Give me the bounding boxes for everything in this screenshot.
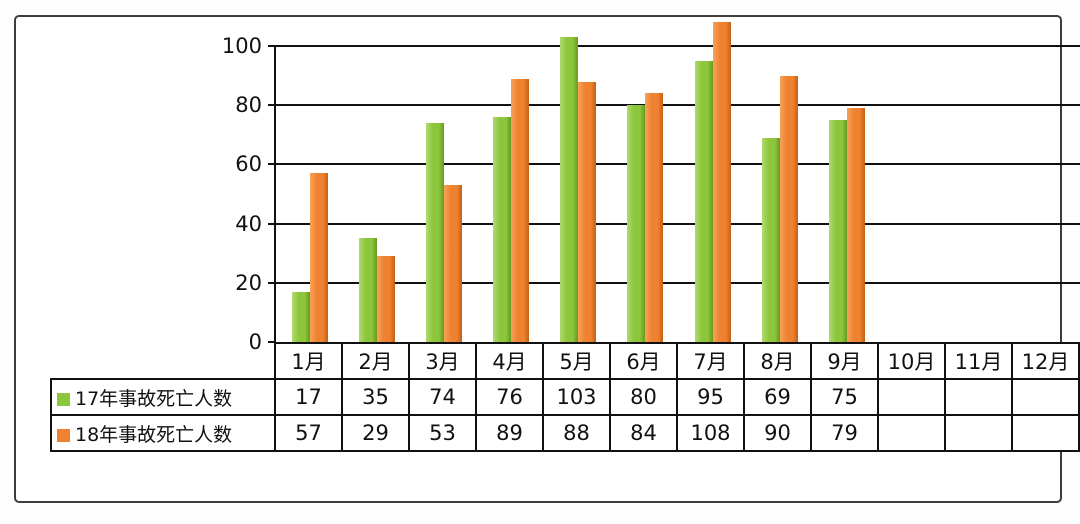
bar-series1-1月 bbox=[291, 291, 310, 342]
value-cell: 35 bbox=[341, 378, 410, 416]
bar-series1-9月 bbox=[828, 120, 847, 342]
value-cell: 75 bbox=[810, 378, 879, 416]
month-header-row: 1月 2月 3月 4月 5月 6月 7月 8月 9月 10月 11月 12月 bbox=[51, 342, 1080, 380]
value-cell: 95 bbox=[676, 378, 745, 416]
value-cell: 57 bbox=[274, 414, 343, 452]
value-cell: 80 bbox=[609, 378, 678, 416]
month-cell: 7月 bbox=[676, 342, 745, 380]
y-axis-tick bbox=[268, 222, 276, 225]
bar-series2-9月 bbox=[846, 108, 865, 342]
chart-card: 0 20 40 60 80 100 1月 2月 3月 4月 5月 6月 7月 8月 9月 10月 11月 12月… bbox=[14, 15, 1080, 503]
data-table: 1月 2月 3月 4月 5月 6月 7月 8月 9月 10月 11月 12月 17年事故死亡人数 17 35… bbox=[50, 342, 1080, 452]
value-cell: 79 bbox=[810, 414, 879, 452]
month-cell: 9月 bbox=[810, 342, 879, 380]
bar-series2-3月 bbox=[443, 185, 462, 342]
value-cell bbox=[944, 378, 1013, 416]
value-cell: 90 bbox=[743, 414, 812, 452]
value-cell bbox=[944, 414, 1013, 452]
plot-area: 0 20 40 60 80 100 bbox=[222, 22, 1080, 354]
y-axis-tick bbox=[268, 341, 276, 343]
bar-series2-7月 bbox=[712, 22, 731, 342]
bar-series1-5月 bbox=[560, 37, 579, 342]
y-axis-tick bbox=[268, 281, 276, 284]
legend-swatch-series1 bbox=[57, 392, 70, 406]
gridline bbox=[276, 163, 1080, 166]
gridline bbox=[276, 222, 1080, 225]
value-cell: 103 bbox=[542, 378, 611, 416]
series-row: 18年事故死亡人数 57 29 53 89 88 84 108 90 79 bbox=[50, 414, 1080, 452]
month-cell: 10月 bbox=[877, 342, 946, 380]
gridline bbox=[276, 45, 1080, 47]
value-cell bbox=[1011, 378, 1080, 416]
series-name: 18年事故死亡人数 bbox=[75, 423, 233, 446]
value-cell bbox=[1011, 414, 1080, 452]
legend-swatch-series2 bbox=[57, 428, 70, 442]
value-cell: 108 bbox=[676, 414, 745, 452]
y-axis-label: 80 bbox=[235, 93, 262, 118]
value-cell: 89 bbox=[475, 414, 544, 452]
y-axis-tick bbox=[268, 45, 276, 47]
value-cell: 88 bbox=[542, 414, 611, 452]
value-cell: 76 bbox=[475, 378, 544, 416]
bar-series2-8月 bbox=[779, 75, 798, 342]
month-cell: 11月 bbox=[944, 342, 1013, 380]
series-name: 17年事故死亡人数 bbox=[75, 387, 233, 410]
y-axis-tick bbox=[268, 163, 276, 166]
bar-series2-4月 bbox=[511, 78, 530, 342]
bar-series2-5月 bbox=[578, 81, 597, 342]
bar-series1-8月 bbox=[761, 137, 780, 342]
month-cell: 3月 bbox=[408, 342, 477, 380]
month-cell: 4月 bbox=[475, 342, 544, 380]
gridline bbox=[276, 104, 1080, 107]
bar-series2-2月 bbox=[376, 256, 395, 342]
value-cell: 69 bbox=[743, 378, 812, 416]
value-cell: 84 bbox=[609, 414, 678, 452]
month-cell: 1月 bbox=[274, 342, 343, 380]
value-cell bbox=[877, 414, 946, 452]
month-cell: 6月 bbox=[609, 342, 678, 380]
y-axis-label: 100 bbox=[221, 34, 262, 58]
value-cell: 17 bbox=[274, 378, 343, 416]
value-cell: 29 bbox=[341, 414, 410, 452]
series-label-cell: 18年事故死亡人数 bbox=[50, 414, 276, 452]
y-axis-label: 40 bbox=[235, 211, 262, 236]
value-cell: 53 bbox=[408, 414, 477, 452]
bar-series2-6月 bbox=[645, 93, 664, 342]
y-axis-label: 20 bbox=[235, 270, 262, 295]
bar-series1-7月 bbox=[694, 60, 713, 342]
y-axis-tick bbox=[268, 104, 276, 107]
bar-series1-4月 bbox=[493, 117, 512, 342]
value-cell bbox=[877, 378, 946, 416]
y-axis-label: 60 bbox=[235, 152, 262, 177]
bar-series1-6月 bbox=[627, 105, 646, 342]
month-cell: 5月 bbox=[542, 342, 611, 380]
gridline bbox=[276, 281, 1080, 284]
bar-series2-1月 bbox=[309, 173, 328, 342]
bar-series1-2月 bbox=[358, 238, 377, 342]
month-cell: 2月 bbox=[341, 342, 410, 380]
series-row: 17年事故死亡人数 17 35 74 76 103 80 95 69 75 bbox=[50, 378, 1080, 416]
month-cell: 12月 bbox=[1011, 342, 1080, 380]
value-cell: 74 bbox=[408, 378, 477, 416]
month-cell: 8月 bbox=[743, 342, 812, 380]
y-axis-label: 0 bbox=[248, 330, 262, 354]
series-label-cell: 17年事故死亡人数 bbox=[50, 378, 276, 416]
bar-series1-3月 bbox=[425, 122, 444, 342]
